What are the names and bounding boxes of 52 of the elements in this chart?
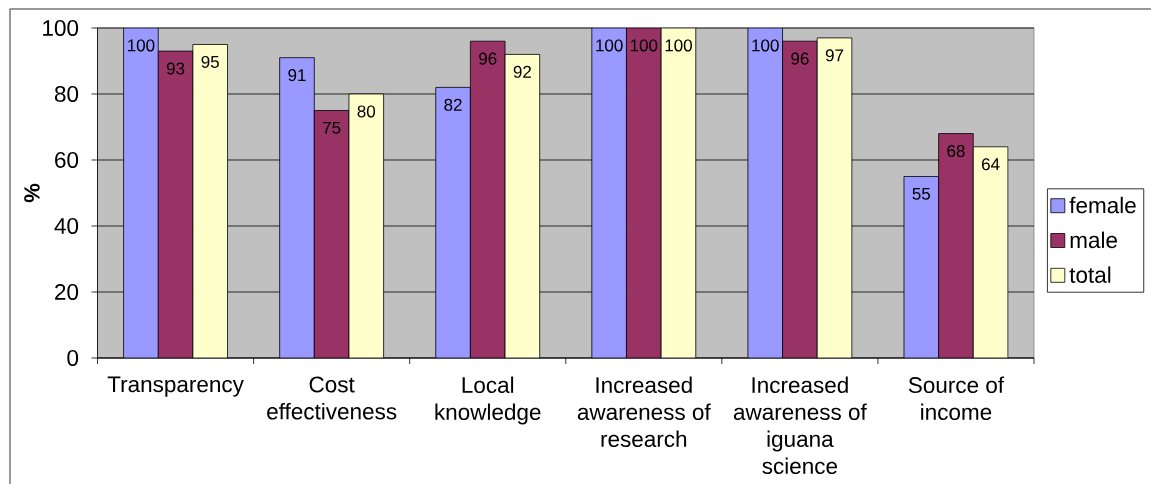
bar — [903, 176, 940, 358]
data-label: 100 — [665, 39, 692, 52]
y-tick-label: 40 — [54, 218, 79, 234]
bar — [313, 110, 350, 358]
x-tick-label: Cost effectiveness — [267, 376, 397, 420]
data-label: 64 — [982, 158, 1000, 171]
bar — [504, 53, 541, 358]
bar — [938, 133, 974, 358]
data-label: 68 — [947, 144, 965, 158]
data-label: 95 — [201, 55, 219, 68]
bar — [348, 93, 385, 358]
legend-label: male — [1070, 231, 1117, 249]
x-tick-label: Increased awareness of iguana science — [733, 376, 867, 475]
bar — [972, 146, 1009, 358]
bar — [469, 40, 506, 358]
data-label: 97 — [825, 49, 844, 62]
y-tick-label: 100 — [43, 20, 79, 36]
bar — [279, 57, 315, 358]
legend-label: female — [1069, 196, 1136, 214]
data-label: 100 — [630, 39, 658, 52]
data-label: 91 — [288, 69, 306, 82]
data-label: 100 — [596, 39, 623, 52]
y-tick-label: 60 — [55, 152, 79, 168]
x-tick-label: Increased awareness of research — [577, 376, 711, 448]
bar — [157, 50, 194, 358]
data-label: 96 — [791, 52, 809, 65]
data-label: 93 — [166, 62, 185, 75]
bar — [816, 37, 853, 358]
bar — [435, 86, 471, 358]
bar — [123, 27, 159, 358]
x-tick-label: Transparency — [107, 376, 244, 397]
bar — [660, 27, 697, 358]
data-label: 75 — [323, 121, 341, 134]
data-label: 55 — [912, 187, 931, 200]
bar — [192, 44, 228, 358]
data-label: 92 — [513, 65, 531, 78]
y-tick-label: 20 — [55, 284, 79, 300]
y-tick-label: 0 — [67, 350, 79, 366]
x-tick-label: Source of income — [908, 376, 1005, 421]
bar — [626, 27, 662, 358]
data-label: 82 — [444, 98, 462, 111]
bar — [591, 27, 627, 358]
y-axis-title: % — [24, 183, 40, 203]
x-tick-label: Local knowledge — [435, 376, 541, 425]
data-label: 100 — [128, 39, 155, 52]
bar — [782, 40, 818, 358]
y-tick-label: 80 — [54, 86, 79, 102]
bar — [747, 27, 783, 358]
data-label: 80 — [357, 105, 376, 118]
data-label: 96 — [479, 52, 497, 65]
data-label: 100 — [752, 39, 779, 52]
legend-label: total — [1069, 266, 1111, 283]
